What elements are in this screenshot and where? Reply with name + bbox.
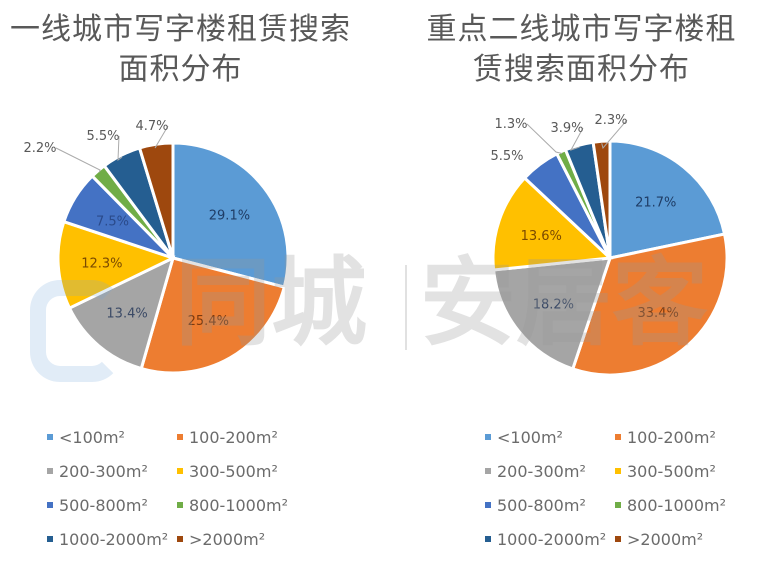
- legend-item: <100m²: [485, 425, 615, 449]
- legend-label: <100m²: [59, 427, 125, 447]
- chart-tier1-cities: 一线城市写字楼租赁搜索 面积分布 29.1% 25.4% 13.4% 12.3% 7.5…: [0, 10, 371, 551]
- legend-label: <100m²: [497, 427, 563, 447]
- legend-label: 800-1000m²: [627, 495, 727, 515]
- pie-slice: [591, 139, 612, 259]
- pie-slice: [570, 232, 729, 377]
- legend-swatch-icon: [485, 502, 491, 508]
- legend-item: 800-1000m²: [177, 493, 327, 517]
- legend-item: 1000-2000m²: [485, 527, 615, 551]
- slice-label: 13.6%: [521, 229, 562, 244]
- legend-item: 200-300m²: [47, 459, 177, 483]
- legend-swatch-icon: [615, 434, 621, 440]
- legend-swatch-icon: [485, 536, 491, 542]
- slice-label: 21.7%: [635, 196, 676, 211]
- leader-line: [154, 125, 169, 149]
- leader-line: [526, 123, 563, 154]
- legend-label: 200-300m²: [497, 461, 586, 481]
- legend-item: 500-800m²: [47, 493, 177, 517]
- leader-line: [55, 147, 101, 173]
- slice-label: 4.7%: [135, 119, 168, 134]
- leader-line: [569, 127, 584, 151]
- chart-legend: <100m² 100-200m² 200-300m² 300-500m² 500-800…: [485, 425, 762, 551]
- slice-label: 2.3%: [594, 113, 627, 128]
- legend-swatch-icon: [615, 468, 621, 474]
- legend-label: 1000-2000m²: [59, 529, 169, 549]
- legend-label: >2000m²: [189, 529, 266, 549]
- legend-label: 300-500m²: [627, 461, 716, 481]
- pie-chart: 29.1% 25.4% 13.4% 12.3% 7.5% 2.2% 5.5% 4.7%: [23, 119, 290, 375]
- slice-label: 18.2%: [533, 297, 574, 312]
- legend-swatch-icon: [485, 468, 491, 474]
- legend-label: 300-500m²: [189, 461, 278, 481]
- pie-slice: [608, 139, 727, 260]
- legend-swatch-icon: [47, 468, 53, 474]
- legend-label: 200-300m²: [59, 461, 148, 481]
- legend-label: 500-800m²: [59, 495, 148, 515]
- pie-slice: [139, 256, 287, 375]
- slice-label: 3.9%: [550, 121, 583, 136]
- legend-swatch-icon: [47, 536, 53, 542]
- leader-line: [117, 135, 123, 161]
- legend-item: >2000m²: [615, 527, 762, 551]
- slice-label: 7.5%: [96, 214, 129, 229]
- legend-item: >2000m²: [177, 527, 327, 551]
- legend-swatch-icon: [615, 536, 621, 542]
- pie-slice: [491, 175, 614, 272]
- chart-title-line1: 重点二线城市写字楼租: [426, 12, 737, 47]
- slice-label: 25.4%: [188, 314, 229, 329]
- legend-label: 800-1000m²: [189, 495, 289, 515]
- chart-tier2-cities: 重点二线城市写字楼租 赁搜索面积分布 21.7% 33.4% 18.2% 13.6% 5…: [381, 0, 762, 563]
- legend-swatch-icon: [485, 434, 491, 440]
- legend-label: 100-200m²: [189, 427, 278, 447]
- legend-swatch-icon: [177, 434, 183, 440]
- chart-title-line1: 一线城市写字楼租赁搜索: [10, 12, 351, 47]
- pie-slice: [491, 256, 613, 371]
- legend-item: 300-500m²: [615, 459, 762, 483]
- legend-item: <100m²: [47, 425, 177, 449]
- legend-item: 500-800m²: [485, 493, 615, 517]
- legend-item: 300-500m²: [177, 459, 327, 483]
- slice-label: 12.3%: [81, 257, 122, 272]
- slice-label: 33.4%: [638, 306, 679, 321]
- legend-swatch-icon: [177, 502, 183, 508]
- pie-slice: [56, 219, 177, 311]
- legend-label: 1000-2000m²: [497, 529, 607, 549]
- legend-swatch-icon: [177, 536, 183, 542]
- chart-title-line2: 面积分布: [118, 52, 243, 87]
- legend-swatch-icon: [47, 502, 53, 508]
- pie-slice: [67, 255, 176, 371]
- legend-item: 100-200m²: [615, 425, 762, 449]
- slice-label: 1.3%: [494, 117, 527, 132]
- legend-label: >2000m²: [627, 529, 704, 549]
- pie-slice: [137, 141, 175, 259]
- chart-title-line2: 赁搜索面积分布: [473, 52, 690, 87]
- legend-label: 500-800m²: [497, 495, 586, 515]
- legend-item: 800-1000m²: [615, 493, 762, 517]
- legend-swatch-icon: [47, 434, 53, 440]
- legend-swatch-icon: [177, 468, 183, 474]
- pie-slice: [171, 141, 290, 289]
- legend-item: 1000-2000m²: [47, 527, 177, 551]
- pie-chart: 21.7% 33.4% 18.2% 13.6% 5.5% 1.3% 3.9% 2.3%: [490, 113, 729, 377]
- chart-title: 重点二线城市写字楼租 赁搜索面积分布: [391, 10, 762, 90]
- legend-swatch-icon: [615, 502, 621, 508]
- leader-line: [601, 119, 628, 150]
- slice-label: 2.2%: [23, 141, 56, 156]
- slice-label: 5.5%: [490, 149, 523, 164]
- slice-label: 13.4%: [106, 307, 147, 322]
- legend-label: 100-200m²: [627, 427, 716, 447]
- slice-label: 5.5%: [86, 129, 119, 144]
- legend-item: 100-200m²: [177, 425, 327, 449]
- chart-title: 一线城市写字楼租赁搜索 面积分布: [0, 10, 371, 90]
- legend-item: 200-300m²: [485, 459, 615, 483]
- slice-label: 29.1%: [209, 208, 250, 223]
- chart-legend: <100m² 100-200m² 200-300m² 300-500m² 500-800…: [47, 425, 347, 551]
